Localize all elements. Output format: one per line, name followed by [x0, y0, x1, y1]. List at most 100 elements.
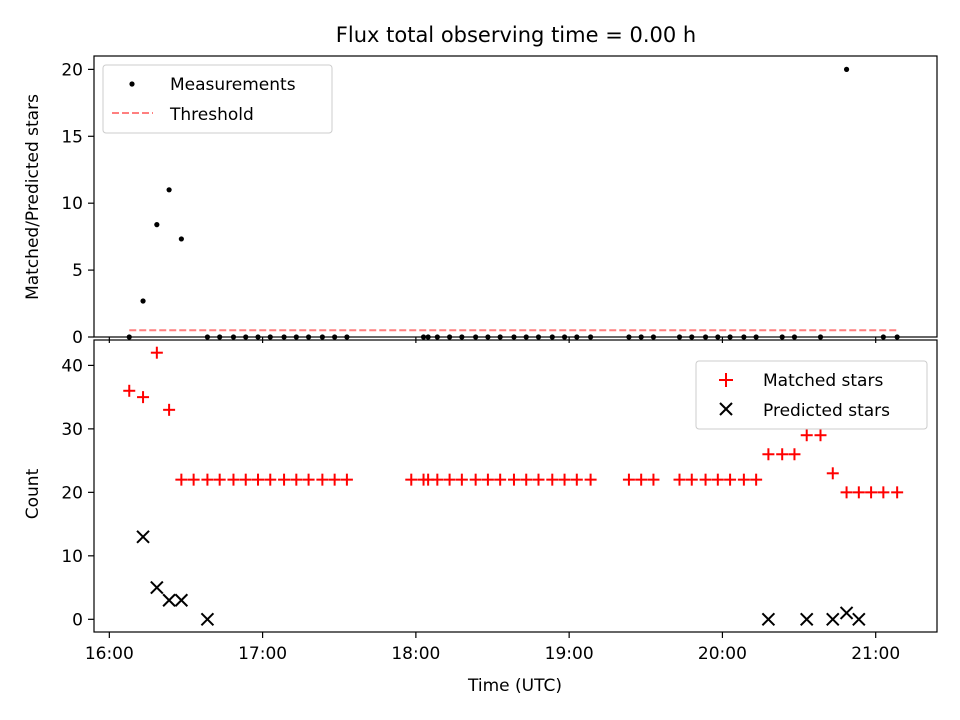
predicted-stars-point: [174, 593, 189, 607]
matched-stars-point: [239, 473, 252, 486]
predicted-stars-point: [136, 530, 150, 544]
matched-stars-point: [302, 473, 315, 486]
bottom-y-tick-label: 20: [61, 483, 83, 503]
measurements-point: [166, 187, 172, 193]
matched-stars-point: [750, 473, 763, 486]
matched-stars-point: [431, 473, 444, 486]
matched-stars-point: [340, 473, 353, 486]
matched-stars-point: [455, 473, 468, 486]
matched-stars-point: [622, 473, 635, 486]
measurements-point: [497, 334, 503, 340]
measurements-point: [204, 334, 211, 340]
matched-stars-point: [316, 473, 329, 486]
matched-stars-point: [405, 473, 418, 486]
x-tick-label: 20:00: [698, 644, 747, 664]
matched-stars-point: [865, 486, 878, 499]
legend-measurements-label: Measurements: [170, 75, 296, 95]
bottom-axes-frame: [93, 339, 938, 633]
matched-stars-point: [175, 473, 188, 486]
bottom-subplot: 0 10 20 30 40 16:00 17:00 18:00 19:00 20:00 21:00: [61, 339, 938, 664]
matched-stars-point: [814, 429, 827, 442]
predicted-stars-point: [800, 612, 814, 627]
measurements-point: [561, 334, 568, 340]
matched-stars-point: [788, 448, 801, 461]
matched-stars-point: [443, 473, 456, 486]
measurements-point: [217, 334, 223, 340]
matched-stars-point: [877, 486, 890, 499]
measurements-point: [779, 334, 785, 340]
bottom-y-axis-label: Count: [23, 468, 43, 519]
matched-stars-point: [685, 473, 698, 486]
measurements-point: [843, 66, 850, 72]
matched-stars-point: [520, 473, 533, 486]
matched-stars-point: [507, 473, 520, 486]
measurements-point: [446, 334, 453, 340]
matched-stars-point: [187, 473, 200, 486]
matched-stars-point: [328, 473, 341, 486]
measurements-point: [676, 334, 683, 340]
measurements-point: [126, 334, 132, 340]
top-y-tick-label: 10: [61, 194, 83, 214]
legend-matched-stars-marker: [719, 373, 733, 387]
top-subplot: 0 5 10 15 20: [61, 55, 938, 348]
measurements-point: [243, 334, 249, 340]
measurements-point: [473, 334, 479, 340]
bottom-legend-box: [695, 360, 928, 430]
bottom-y-tick-label: 40: [61, 356, 83, 376]
measurements-point: [281, 334, 287, 340]
x-axis-label: Time (UTC): [467, 676, 562, 696]
measurements-point: [344, 334, 350, 340]
matched-stars-point: [150, 346, 163, 359]
legend-measurements-marker: [129, 81, 135, 87]
matched-stars-point: [711, 473, 724, 486]
matched-stars-point: [252, 473, 265, 486]
legend-predicted-stars-label: Predicted stars: [763, 401, 890, 421]
measurements-point: [626, 334, 632, 340]
measurements-point: [140, 298, 146, 304]
matched-stars-point: [737, 473, 750, 486]
matched-stars-point: [840, 486, 853, 499]
matched-stars-point: [213, 473, 226, 486]
predicted-stars-point: [150, 580, 164, 595]
measurements-point: [715, 334, 721, 340]
measurements-point: [305, 334, 312, 340]
bottom-legend: Matched stars Predicted stars: [695, 360, 928, 430]
top-y-tick-label: 0: [72, 328, 83, 348]
predicted-stars-point: [162, 593, 176, 607]
measurements-point: [727, 334, 733, 340]
matched-stars-point: [826, 467, 839, 480]
matched-stars-point: [546, 473, 559, 486]
measurements-point: [574, 334, 580, 340]
x-tick-label: 21:00: [851, 644, 900, 664]
x-tick-label: 17:00: [238, 644, 287, 664]
matched-stars-point: [532, 473, 545, 486]
measurements-point: [702, 334, 709, 340]
matched-stars-point: [852, 486, 865, 499]
matched-stars-point: [481, 473, 494, 486]
measurements-point: [689, 334, 695, 340]
predicted-stars-point: [839, 606, 854, 620]
matched-stars-point: [290, 473, 303, 486]
legend-threshold-label: Threshold: [169, 105, 254, 125]
measurements-point: [523, 334, 529, 340]
matched-stars-point: [163, 403, 176, 416]
matched-stars-point: [776, 448, 789, 461]
measurements-point: [791, 334, 798, 340]
measurements-point: [588, 334, 594, 340]
measurements-point: [535, 334, 542, 340]
measurements-point: [178, 236, 184, 242]
matched-stars-point: [278, 473, 291, 486]
measurements-point: [741, 334, 747, 340]
measurements-point: [753, 334, 759, 340]
matched-stars-point: [584, 473, 597, 486]
matched-stars-point: [699, 473, 712, 486]
measurements-point: [420, 334, 427, 340]
x-tick-label: 16:00: [85, 644, 134, 664]
predicted-stars-point: [852, 612, 866, 627]
bottom-y-tick-label: 30: [61, 420, 83, 440]
measurements-point: [267, 334, 273, 340]
top-y-tick-label: 15: [61, 127, 83, 147]
measurements-point: [255, 334, 261, 340]
measurements-point: [154, 222, 160, 228]
